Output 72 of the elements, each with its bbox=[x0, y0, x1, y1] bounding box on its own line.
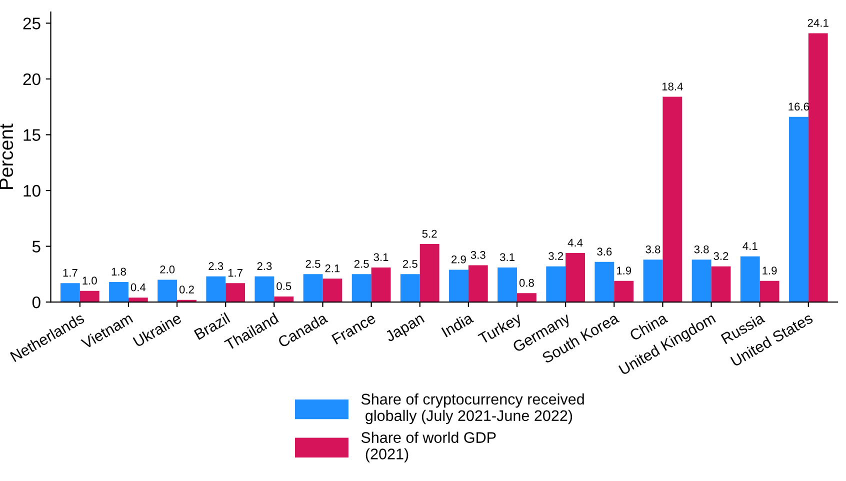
data-label: 3.2 bbox=[548, 252, 564, 260]
data-label: 4.4 bbox=[568, 238, 583, 247]
bar bbox=[692, 260, 712, 302]
data-label: 3.8 bbox=[646, 245, 660, 254]
data-label: 2.5 bbox=[306, 260, 320, 268]
bar bbox=[566, 252, 585, 302]
bar bbox=[158, 280, 178, 302]
bar bbox=[760, 280, 780, 302]
bar bbox=[643, 260, 663, 302]
data-label: 4.1 bbox=[742, 242, 758, 250]
data-label: 2.0 bbox=[160, 266, 175, 274]
bar bbox=[788, 116, 808, 302]
data-label: 2.3 bbox=[208, 262, 224, 270]
bar bbox=[274, 296, 294, 302]
data-label: 0.2 bbox=[179, 286, 194, 294]
data-label: 24.1 bbox=[808, 18, 828, 27]
bar bbox=[109, 282, 128, 302]
bar bbox=[206, 276, 226, 302]
y-tick-label: 5 bbox=[32, 240, 40, 252]
bar bbox=[80, 290, 100, 302]
data-label: 2.5 bbox=[402, 260, 418, 268]
bar bbox=[808, 33, 828, 302]
data-label: 3.1 bbox=[374, 253, 388, 262]
data-label: 2.1 bbox=[325, 264, 340, 272]
bar bbox=[322, 278, 342, 302]
data-label: 1.7 bbox=[63, 268, 78, 277]
legend-label: Share of world GDP (2021) bbox=[361, 432, 496, 462]
bar bbox=[60, 283, 80, 302]
y-axis-title: Percent bbox=[0, 124, 14, 189]
bar bbox=[498, 267, 517, 302]
bar bbox=[662, 96, 682, 302]
bar bbox=[371, 267, 391, 302]
bar bbox=[420, 244, 440, 302]
data-label: 2.5 bbox=[354, 260, 369, 268]
bar bbox=[303, 274, 323, 302]
bar bbox=[594, 262, 614, 302]
bar bbox=[711, 266, 731, 302]
data-label: 0.4 bbox=[130, 283, 146, 292]
bar bbox=[226, 283, 246, 302]
bar bbox=[352, 274, 372, 302]
y-tick-label: 15 bbox=[24, 129, 40, 141]
bar bbox=[614, 280, 634, 302]
x-tick-label: India bbox=[440, 312, 474, 338]
bar bbox=[740, 256, 760, 302]
data-label: 3.8 bbox=[694, 245, 709, 254]
y-tick-label: 20 bbox=[23, 73, 40, 86]
data-label: 1.0 bbox=[82, 276, 97, 285]
data-label: 2.3 bbox=[257, 262, 272, 270]
data-label: 3.6 bbox=[597, 248, 612, 256]
bar bbox=[254, 276, 274, 302]
data-label: 3.2 bbox=[714, 252, 728, 260]
legend-label: Share of cryptocurrency received globally (July 2021-June 2022) bbox=[361, 393, 584, 424]
y-tick-label: 10 bbox=[24, 184, 40, 197]
data-label: 0.5 bbox=[276, 282, 292, 290]
data-label: 1.9 bbox=[616, 266, 632, 275]
y-tick-label: 0 bbox=[32, 296, 40, 308]
data-label: 1.7 bbox=[228, 268, 242, 277]
data-label: 5.2 bbox=[422, 230, 437, 238]
data-label: 0.8 bbox=[519, 278, 534, 287]
bar bbox=[449, 270, 468, 302]
bar bbox=[400, 274, 420, 302]
bar bbox=[517, 293, 536, 302]
bar bbox=[468, 265, 488, 302]
data-label: 3.1 bbox=[500, 253, 514, 262]
data-label: 2.9 bbox=[452, 255, 466, 264]
bar bbox=[128, 298, 148, 302]
data-label: 1.8 bbox=[112, 268, 126, 276]
data-label: 3.3 bbox=[470, 251, 486, 259]
bar bbox=[546, 266, 566, 302]
y-tick-label: 25 bbox=[23, 18, 40, 30]
data-label: 18.4 bbox=[662, 82, 683, 90]
data-label: 1.9 bbox=[762, 266, 777, 275]
